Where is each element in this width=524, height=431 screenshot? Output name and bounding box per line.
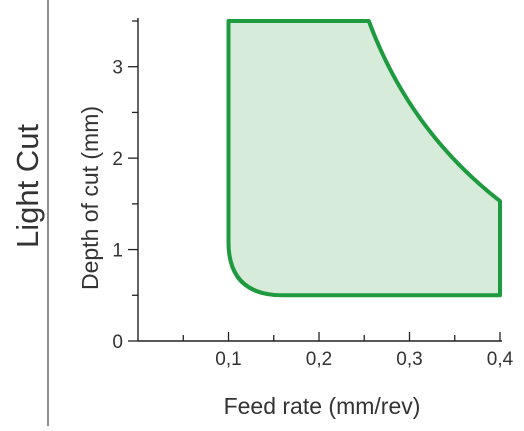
x-tick-label: 0,2 <box>306 349 332 370</box>
y-tick-label: 3 <box>112 58 123 79</box>
x-axis-label: Feed rate (mm/rev) <box>224 393 421 419</box>
feasible-region-area <box>226 19 502 298</box>
y-tick-label: 2 <box>112 149 123 170</box>
x-tick-label: 0,3 <box>396 349 422 370</box>
axis-ticks-group <box>128 20 501 342</box>
x-tick-label: 0,4 <box>487 349 514 370</box>
side-title: Light Cut <box>10 124 45 248</box>
x-tick-label: 0,1 <box>215 349 241 370</box>
y-tick-label: 1 <box>112 241 123 262</box>
axis-tick-labels-group: 0,1 0,2 0,3 0,4 0 1 2 3 <box>112 58 513 370</box>
y-tick-label: 0 <box>112 332 123 353</box>
y-axis-label: Depth of cut (mm) <box>77 106 103 290</box>
